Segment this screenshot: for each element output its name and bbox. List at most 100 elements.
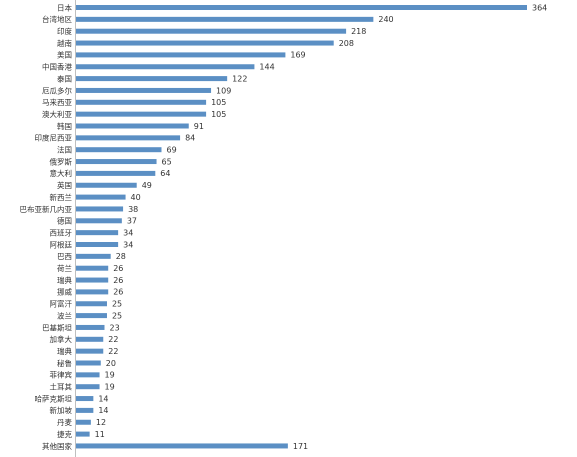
value-label: 109 (216, 86, 231, 95)
category-label: 韩国 (57, 121, 72, 131)
category-label: 挪威 (57, 287, 72, 297)
value-label: 25 (112, 311, 122, 320)
value-label: 364 (532, 3, 547, 12)
value-label: 26 (113, 276, 123, 285)
bar (76, 265, 109, 271)
bar (76, 218, 122, 224)
category-label: 印度尼西亚 (35, 133, 73, 143)
value-label: 22 (108, 335, 118, 344)
value-label: 65 (162, 157, 172, 166)
category-label: 越南 (57, 38, 72, 48)
category-label: 印度 (57, 26, 72, 36)
category-label: 土耳其 (50, 382, 73, 392)
value-label: 84 (185, 134, 195, 143)
bar (76, 242, 119, 247)
value-label: 23 (110, 323, 120, 332)
bar (76, 16, 374, 22)
bar (76, 28, 347, 34)
bar (76, 372, 100, 378)
bar (76, 419, 91, 425)
category-label: 日本 (57, 2, 72, 12)
bar (76, 336, 104, 342)
bar (76, 123, 189, 129)
value-label: 144 (259, 63, 274, 72)
category-label: 巴基斯坦 (42, 322, 72, 332)
category-label: 瑞典 (57, 275, 72, 285)
bar (76, 289, 109, 295)
category-label: 新加坡 (50, 405, 73, 415)
value-label: 218 (351, 27, 366, 36)
value-label: 40 (131, 193, 141, 202)
bar (76, 431, 90, 437)
bar (76, 407, 94, 413)
bar (76, 360, 101, 366)
value-label: 122 (232, 74, 247, 83)
category-label: 台湾地区 (42, 14, 72, 24)
bar (76, 230, 119, 236)
category-label: 厄瓜多尔 (42, 85, 72, 95)
bar (76, 5, 527, 10)
bar (76, 76, 228, 82)
value-label: 14 (98, 394, 108, 403)
value-label: 169 (290, 51, 305, 60)
value-label: 12 (96, 418, 106, 427)
category-label: 菲律宾 (50, 370, 73, 380)
value-label: 34 (123, 228, 133, 237)
bar (76, 443, 288, 449)
category-label: 巴布亚新几内亚 (20, 204, 73, 214)
category-label: 美国 (57, 50, 72, 60)
category-label: 瑞典 (57, 346, 72, 356)
bar (76, 99, 207, 105)
bar (76, 87, 212, 93)
value-label: 38 (128, 205, 138, 214)
category-labels-group: 日本台湾地区印度越南美国中国香港泰国厄瓜多尔马来西亚澳大利亚韩国印度尼西亚法国俄… (20, 2, 73, 450)
bar (76, 253, 111, 259)
category-label: 丹麦 (57, 417, 72, 427)
category-label: 巴西 (57, 252, 72, 261)
value-label: 37 (127, 217, 137, 226)
bar (76, 147, 162, 153)
bar (76, 159, 157, 165)
value-label: 69 (166, 146, 176, 155)
value-label: 240 (378, 15, 393, 24)
bar (76, 324, 105, 330)
category-label: 意大利 (50, 168, 73, 178)
bar (76, 277, 109, 283)
category-label: 捷克 (57, 429, 72, 439)
value-label: 91 (194, 122, 204, 131)
category-label: 中国香港 (42, 62, 72, 72)
value-label: 11 (95, 430, 105, 439)
category-label: 荷兰 (57, 263, 72, 273)
bar (76, 301, 107, 307)
bar (76, 40, 334, 46)
value-label: 19 (105, 371, 115, 380)
category-label: 德国 (57, 216, 72, 226)
value-label: 49 (142, 181, 152, 190)
category-label: 西班牙 (50, 227, 73, 237)
value-label: 22 (108, 347, 118, 356)
bar (76, 64, 255, 70)
category-label: 加拿大 (50, 334, 73, 344)
category-label: 泰国 (57, 73, 72, 83)
bars-group (76, 5, 527, 449)
category-label: 波兰 (57, 310, 72, 320)
category-label: 马来西亚 (42, 98, 72, 107)
value-label: 28 (116, 252, 126, 261)
value-label: 14 (98, 406, 108, 415)
bar (76, 111, 207, 117)
value-label: 26 (113, 288, 123, 297)
value-label: 19 (105, 383, 115, 392)
bar (76, 384, 100, 390)
value-label: 26 (113, 264, 123, 273)
category-label: 阿根廷 (50, 239, 73, 249)
bar (76, 194, 126, 200)
category-label: 哈萨克斯坦 (35, 393, 73, 403)
value-label: 20 (106, 359, 116, 368)
value-label: 25 (112, 300, 122, 309)
bar (76, 396, 94, 402)
bar (76, 135, 181, 141)
bar (76, 170, 156, 176)
bar (76, 348, 104, 354)
